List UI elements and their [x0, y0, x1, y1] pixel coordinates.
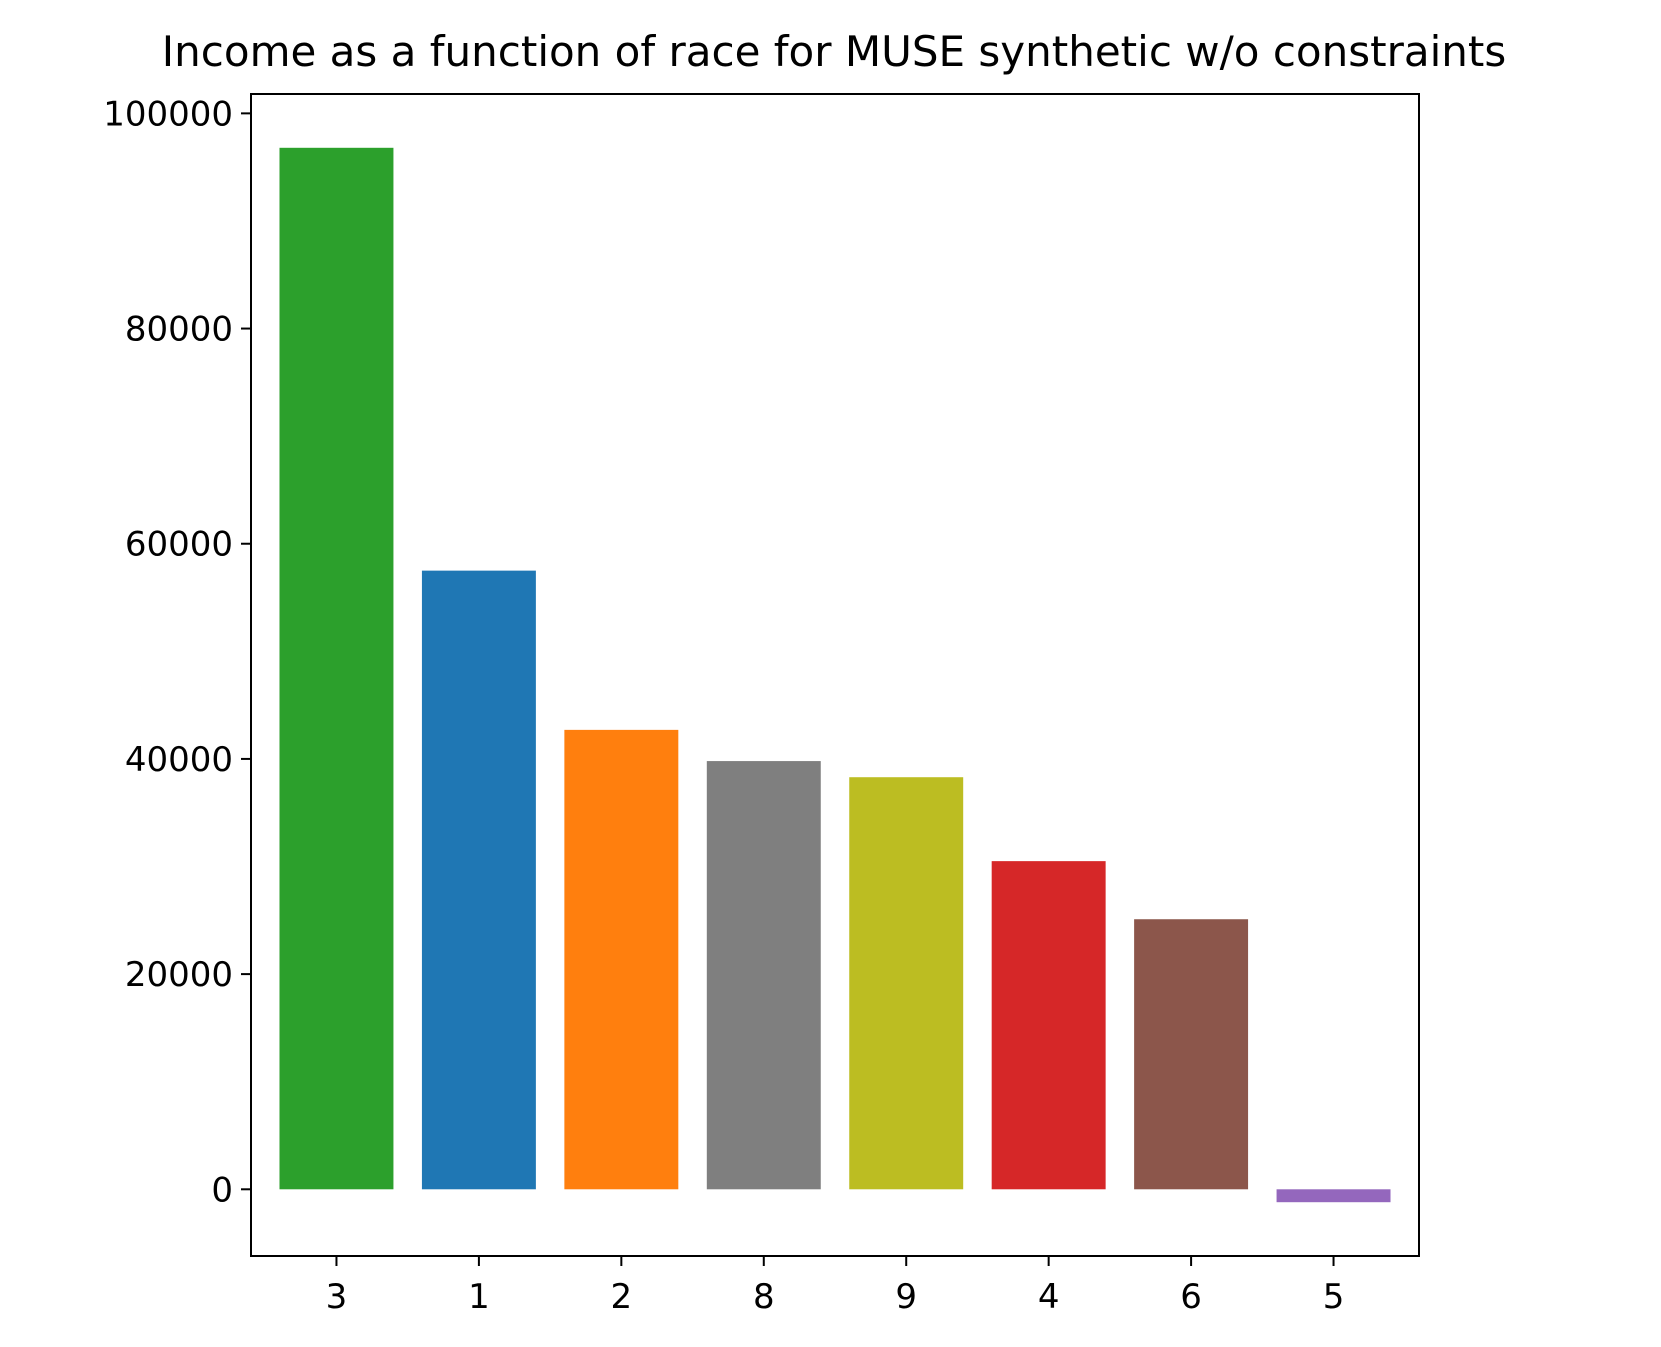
bar-8	[706, 761, 821, 1190]
chart-title: Income as a function of race for MUSE sy…	[162, 27, 1506, 76]
y-tick-label-0: 0	[211, 1170, 233, 1210]
bar-9	[849, 777, 964, 1190]
x-tick-label-6: 6	[1180, 1277, 1202, 1317]
y-tick-label-60000: 60000	[125, 525, 233, 565]
plot-frame	[250, 93, 1420, 1257]
bar-3	[279, 147, 394, 1190]
x-tick-label-5: 5	[1323, 1277, 1345, 1317]
x-tick-label-9: 9	[895, 1277, 917, 1317]
x-axis: 3 1 2 8 9 4 6 5	[326, 1256, 1345, 1317]
y-tick-label-100000: 100000	[103, 94, 233, 134]
x-tick-label-3: 3	[326, 1277, 348, 1317]
bar-2	[564, 729, 679, 1190]
y-tick-label-20000: 20000	[125, 955, 233, 995]
bars-group	[279, 147, 1391, 1203]
bar-1	[421, 570, 536, 1190]
y-tick-label-80000: 80000	[125, 310, 233, 350]
x-tick-label-1: 1	[468, 1277, 490, 1317]
bar-6	[1134, 919, 1249, 1190]
bar-5	[1276, 1189, 1391, 1203]
y-tick-label-40000: 40000	[125, 740, 233, 780]
x-tick-label-8: 8	[753, 1277, 775, 1317]
bar-4	[991, 861, 1106, 1190]
x-tick-label-2: 2	[611, 1277, 633, 1317]
y-axis: 0 20000 40000 60000 80000 100000	[103, 94, 251, 1210]
x-tick-label-4: 4	[1038, 1277, 1060, 1317]
